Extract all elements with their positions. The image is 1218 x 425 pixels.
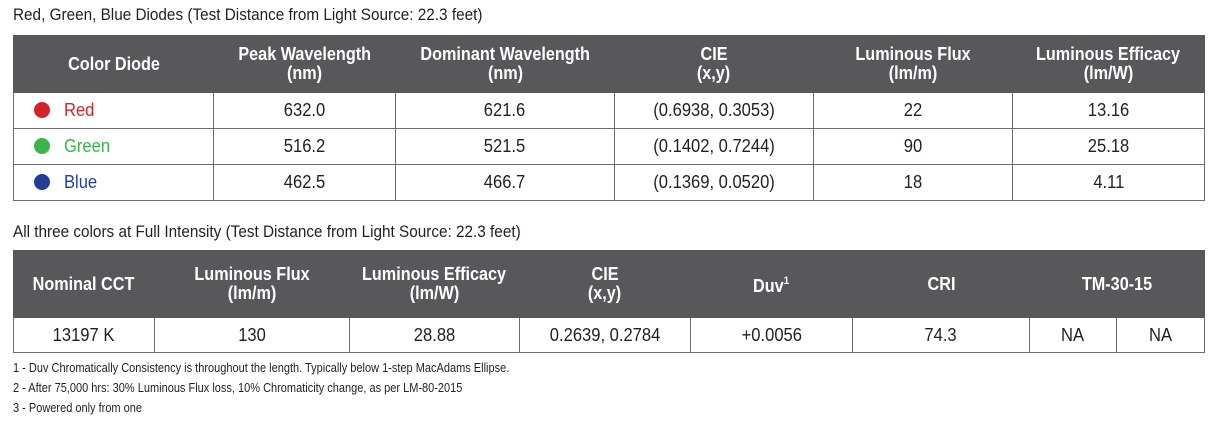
header-luminous-efficacy: Luminous Efficacy (lm/W)	[1012, 35, 1205, 93]
header-cie: CIE (x,y)	[614, 35, 814, 93]
table-row: Blue 462.5 466.7 (0.1369, 0.0520) 18 4.1…	[13, 164, 1205, 201]
diode-name: Blue	[64, 172, 98, 192]
header-luminous-flux: Luminous Flux (lm/m)	[813, 35, 1013, 93]
efficacy-cell: 13.16	[1012, 92, 1205, 129]
efficacy-cell: 4.11	[1012, 164, 1205, 201]
table1-caption: Red, Green, Blue Diodes (Test Distance f…	[13, 5, 483, 24]
diode-cell: Red	[13, 92, 214, 129]
footnote: 3 - Powered only from one	[13, 401, 143, 415]
header-luminous-flux: Luminous Flux (lm/m)	[154, 250, 350, 318]
blue-dot-icon	[34, 174, 50, 190]
header-tm30: TM-30-15	[1029, 250, 1205, 318]
peak-cell: 632.0	[213, 92, 396, 129]
cct-cell: 13197 K	[13, 317, 155, 353]
header-peak-wavelength: Peak Wavelength (nm)	[213, 35, 396, 93]
footnotes: 1 - Duv Chromatically Consistency is thr…	[13, 358, 509, 418]
efficacy-cell: 28.88	[349, 317, 520, 353]
dominant-cell: 621.6	[395, 92, 615, 129]
flux-cell: 18	[813, 164, 1013, 201]
header-cri: CRI	[852, 250, 1030, 318]
flux-cell: 130	[154, 317, 350, 353]
diode-table: Color Diode Peak Wavelength (nm) Dominant…	[13, 35, 1205, 201]
duv-footnote-marker: 1	[784, 275, 790, 287]
diode-cell: Blue	[13, 164, 214, 201]
flux-cell: 22	[813, 92, 1013, 129]
green-dot-icon	[34, 138, 50, 154]
diode-name: Red	[64, 100, 95, 120]
table-row: Red 632.0 621.6 (0.6938, 0.3053) 22 13.1…	[13, 92, 1205, 129]
diode-name: Green	[64, 136, 111, 156]
header-color-diode: Color Diode	[13, 35, 214, 93]
cie-cell: (0.1402, 0.7244)	[614, 128, 814, 165]
cie-cell: 0.2639, 0.2784	[519, 317, 691, 353]
table2-caption: All three colors at Full Intensity (Test…	[13, 222, 521, 241]
red-dot-icon	[34, 102, 50, 118]
cie-cell: (0.6938, 0.3053)	[614, 92, 814, 129]
table1-header-row: Color Diode Peak Wavelength (nm) Dominant…	[13, 35, 1205, 93]
dominant-cell: 521.5	[395, 128, 615, 165]
diode-cell: Green	[13, 128, 214, 165]
peak-cell: 516.2	[213, 128, 396, 165]
footnote: 1 - Duv Chromatically Consistency is thr…	[13, 361, 510, 375]
tm30-cell-b: NA	[1116, 317, 1205, 353]
table-row: Green 516.2 521.5 (0.1402, 0.7244) 90 25…	[13, 128, 1205, 165]
header-cie: CIE (x,y)	[519, 250, 691, 318]
duv-cell: +0.0056	[690, 317, 853, 353]
header-luminous-efficacy: Luminous Efficacy (lm/W)	[349, 250, 520, 318]
peak-cell: 462.5	[213, 164, 396, 201]
efficacy-cell: 25.18	[1012, 128, 1205, 165]
header-nominal-cct: Nominal CCT	[13, 250, 155, 318]
full-intensity-table: Nominal CCT Luminous Flux (lm/m) Luminous…	[13, 250, 1205, 353]
table2-header-row: Nominal CCT Luminous Flux (lm/m) Luminous…	[13, 250, 1205, 318]
cie-cell: (0.1369, 0.0520)	[614, 164, 814, 201]
header-duv: Duv1	[690, 250, 853, 318]
footnote: 2 - After 75,000 hrs: 30% Luminous Flux …	[13, 381, 463, 395]
flux-cell: 90	[813, 128, 1013, 165]
tm30-cell-a: NA	[1029, 317, 1117, 353]
header-dominant-wavelength: Dominant Wavelength (nm)	[395, 35, 615, 93]
table-row: 13197 K 130 28.88 0.2639, 0.2784 +0.0056…	[13, 317, 1205, 353]
dominant-cell: 466.7	[395, 164, 615, 201]
cri-cell: 74.3	[852, 317, 1030, 353]
